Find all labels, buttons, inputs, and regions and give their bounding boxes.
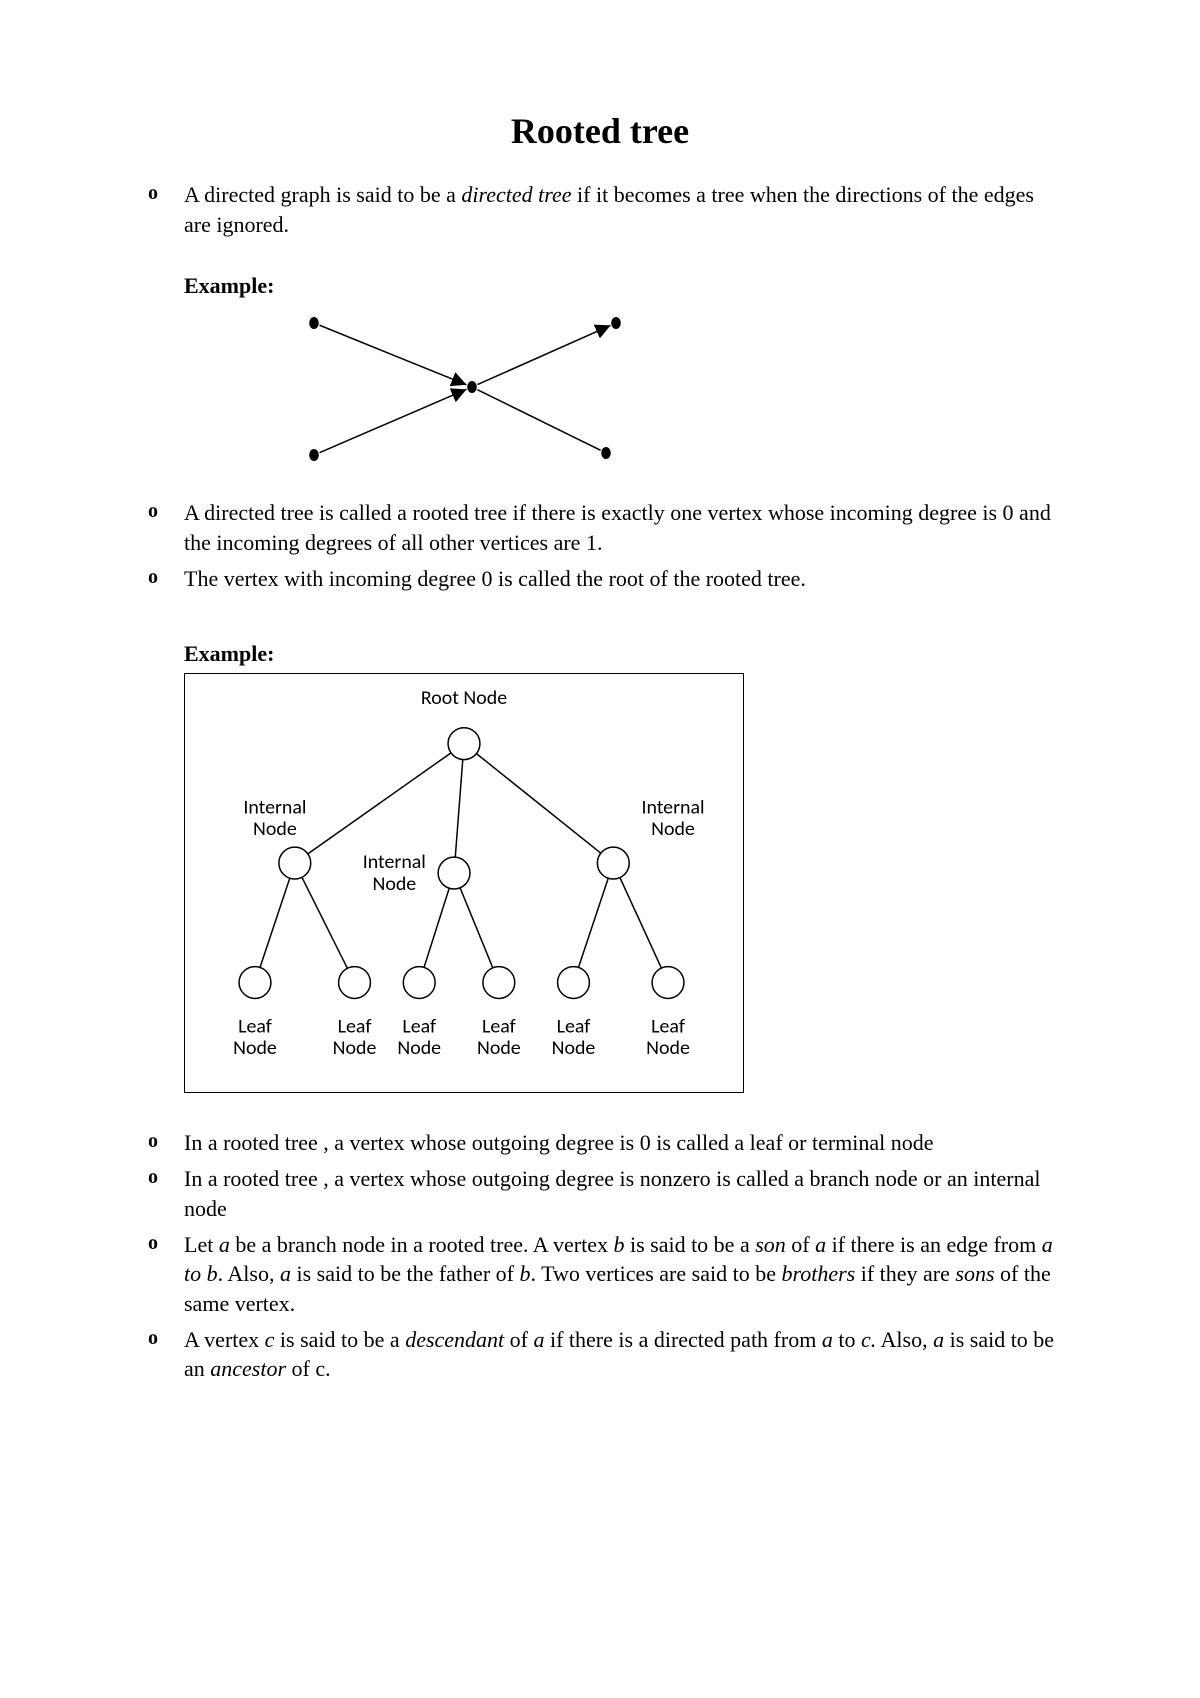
- svg-text:Leaf: Leaf: [402, 1015, 436, 1039]
- example-heading-1: Example:: [184, 273, 1060, 299]
- svg-text:Node: Node: [477, 1037, 521, 1061]
- list-item: Let a be a branch node in a rooted tree.…: [140, 1230, 1060, 1319]
- list-item: The vertex with incoming degree 0 is cal…: [140, 564, 1060, 594]
- svg-text:Leaf: Leaf: [338, 1015, 372, 1039]
- list-item: A directed tree is called a rooted tree …: [140, 498, 1060, 557]
- list-item: In a rooted tree , a vertex whose outgoi…: [140, 1128, 1060, 1158]
- page: Rooted tree A directed graph is said to …: [0, 0, 1200, 1698]
- svg-text:Node: Node: [372, 872, 416, 896]
- svg-text:Leaf: Leaf: [557, 1015, 591, 1039]
- svg-text:Leaf: Leaf: [651, 1015, 685, 1039]
- svg-text:Node: Node: [397, 1037, 441, 1061]
- svg-text:Internal: Internal: [243, 796, 306, 820]
- svg-text:Root Node: Root Node: [421, 686, 507, 710]
- text: A directed tree is called a rooted tree …: [184, 500, 1051, 555]
- svg-text:Leaf: Leaf: [482, 1015, 516, 1039]
- svg-text:Leaf: Leaf: [238, 1015, 272, 1039]
- svg-text:Internal: Internal: [363, 851, 426, 875]
- text: A directed graph is said to be a: [184, 182, 461, 207]
- svg-text:Node: Node: [333, 1037, 377, 1061]
- list-item: A vertex c is said to be a descendant of…: [140, 1325, 1060, 1384]
- italic-term: directed tree: [461, 182, 571, 207]
- svg-text:Internal: Internal: [641, 796, 704, 820]
- svg-text:Node: Node: [651, 818, 695, 842]
- diagram-directed-tree: [184, 305, 1060, 480]
- svg-text:Node: Node: [646, 1037, 690, 1061]
- diagram-rooted-tree: Root NodeInternalNodeInternalNodeInterna…: [184, 673, 1060, 1098]
- svg-text:Node: Node: [253, 818, 297, 842]
- svg-text:Node: Node: [233, 1037, 277, 1061]
- bullet-list-mid: A directed tree is called a rooted tree …: [140, 498, 1060, 593]
- bullet-list-bottom: In a rooted tree , a vertex whose outgoi…: [140, 1128, 1060, 1384]
- list-item: A directed graph is said to be a directe…: [140, 180, 1060, 239]
- svg-text:Node: Node: [552, 1037, 596, 1061]
- list-item: In a rooted tree , a vertex whose outgoi…: [140, 1164, 1060, 1223]
- bullet-list-top: A directed graph is said to be a directe…: [140, 180, 1060, 239]
- page-title: Rooted tree: [140, 110, 1060, 152]
- example-heading-2: Example:: [184, 641, 1060, 667]
- text: The vertex with incoming degree 0 is cal…: [184, 566, 806, 591]
